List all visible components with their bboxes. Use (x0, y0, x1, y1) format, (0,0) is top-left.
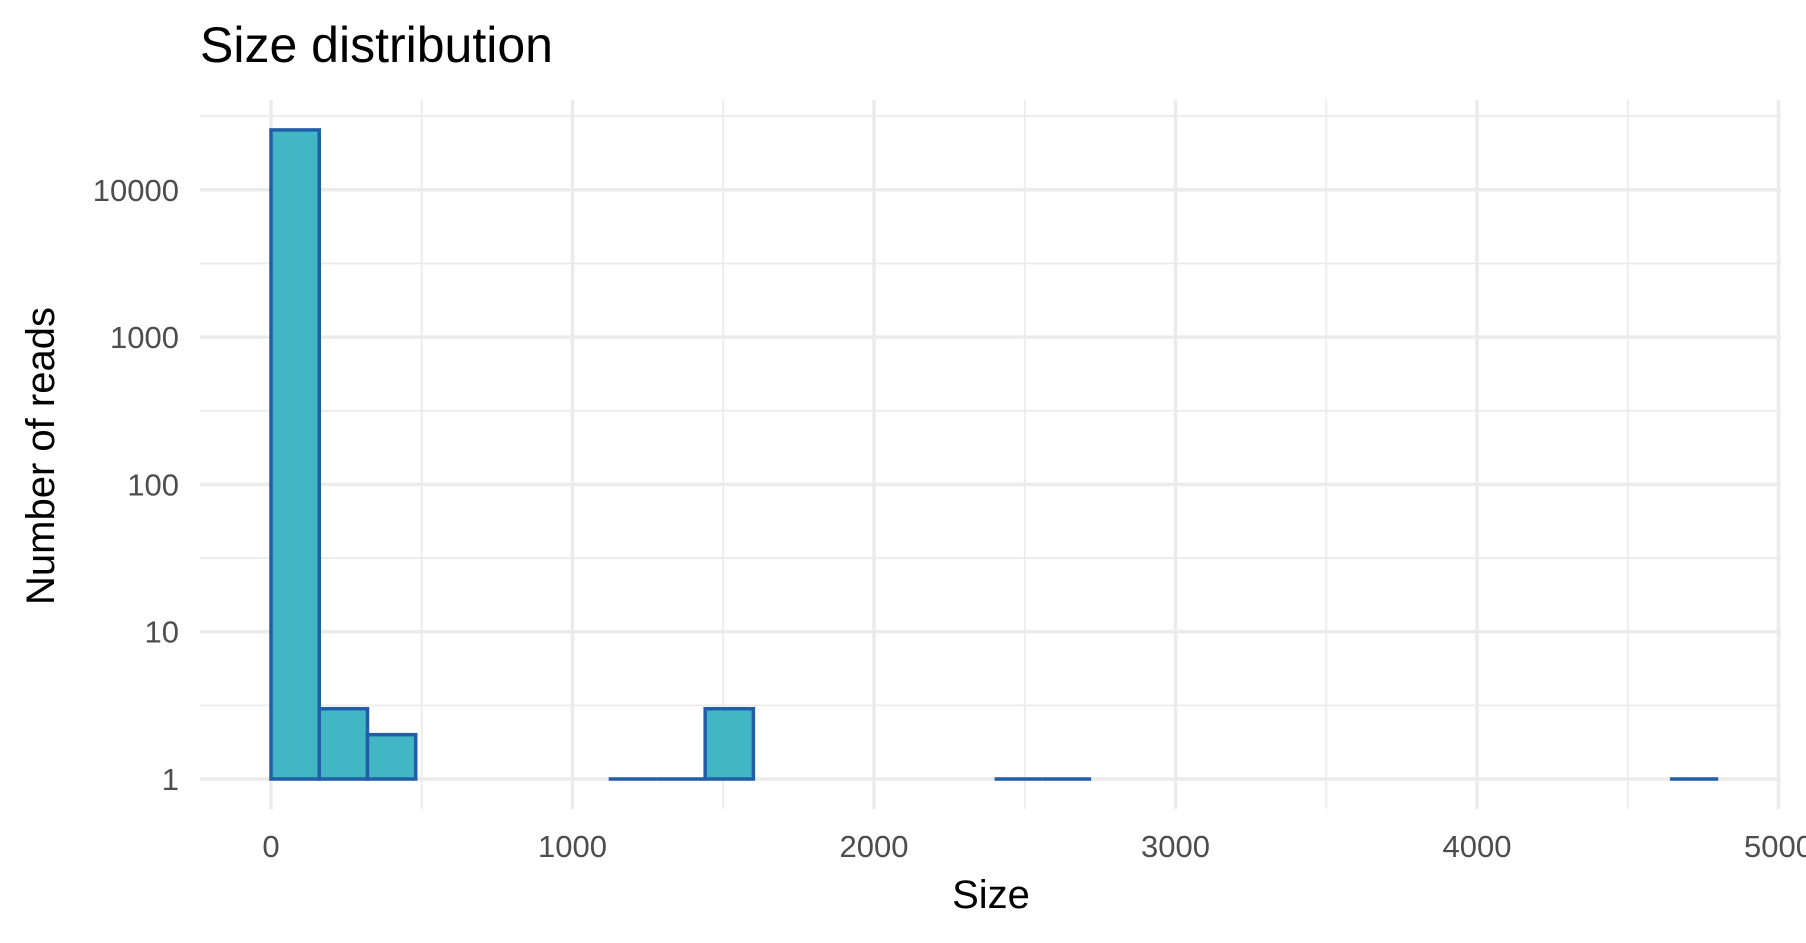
x-tick-label: 4000 (1443, 829, 1512, 864)
y-tick-label: 1000 (110, 320, 179, 355)
grid (200, 100, 1781, 809)
y-tick-label: 10000 (93, 173, 179, 208)
y-tick-label: 100 (127, 467, 179, 502)
chart-title: Size distribution (200, 17, 553, 73)
x-tick-label: 3000 (1141, 829, 1210, 864)
histogram-bar (703, 706, 756, 781)
x-axis-ticks: 0 1000 2000 3000 4000 5000 (262, 829, 1806, 864)
x-tick-label: 5000 (1744, 829, 1806, 864)
x-tick-label: 1000 (538, 829, 607, 864)
y-axis-title: Number of reads (19, 307, 63, 605)
x-axis-title: Size (952, 873, 1030, 917)
y-tick-label: 10 (145, 615, 179, 650)
y-axis-ticks: 1 10 100 1000 10000 (93, 173, 179, 797)
x-tick-label: 2000 (840, 829, 909, 864)
histogram-bar (317, 706, 370, 781)
x-tick-label: 0 (262, 829, 279, 864)
histogram-bar (269, 128, 321, 781)
bars (269, 128, 1719, 781)
y-tick-label: 1 (162, 762, 179, 797)
histogram-bar (365, 732, 418, 781)
